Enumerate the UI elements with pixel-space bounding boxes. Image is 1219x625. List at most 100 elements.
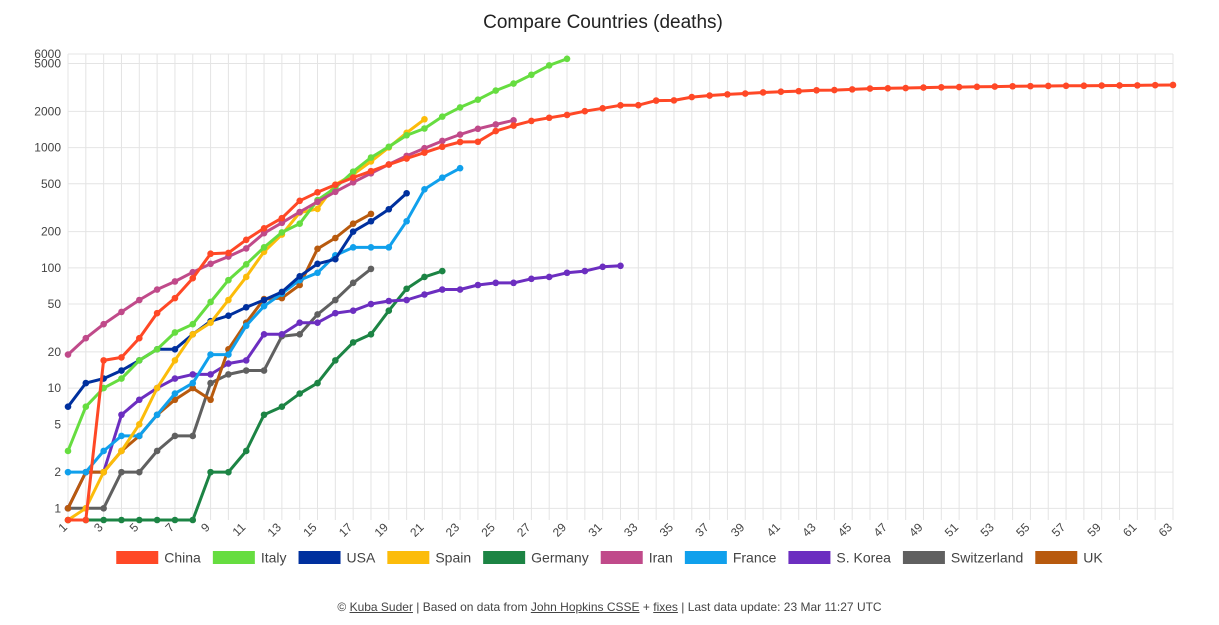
legend-item-spain[interactable]: Spain [387, 550, 471, 566]
data-point-spain[interactable] [100, 468, 107, 476]
data-point-china[interactable] [1009, 82, 1016, 90]
data-point-iran[interactable] [207, 260, 214, 268]
legend-label[interactable]: France [733, 550, 777, 566]
data-point-s-korea[interactable] [474, 281, 482, 289]
data-point-switzerland[interactable] [207, 379, 214, 387]
legend-item-switzerland[interactable]: Switzerland [902, 550, 1023, 566]
data-point-china[interactable] [385, 161, 393, 168]
data-point-s-korea[interactable] [135, 396, 143, 404]
legend[interactable]: China Italy USA Spain Germany Iran France S. Ko… [116, 550, 1103, 566]
data-point-s-korea[interactable] [421, 291, 428, 298]
data-point-germany[interactable] [135, 516, 143, 524]
data-point-china[interactable] [242, 236, 250, 244]
data-point-switzerland[interactable] [189, 432, 197, 440]
data-point-china[interactable] [189, 274, 197, 282]
data-point-switzerland[interactable] [171, 432, 179, 440]
data-point-italy[interactable] [171, 329, 179, 336]
data-point-china[interactable] [403, 155, 410, 162]
data-point-china[interactable] [617, 101, 624, 109]
legend-label[interactable]: China [164, 550, 201, 566]
data-point-italy[interactable] [456, 104, 464, 111]
data-point-s-korea[interactable] [118, 411, 125, 419]
data-point-italy[interactable] [349, 168, 357, 175]
data-point-china[interactable] [706, 92, 713, 99]
data-point-china[interactable] [741, 90, 749, 97]
legend-item-france[interactable]: France [684, 550, 777, 566]
data-point-switzerland[interactable] [153, 447, 161, 455]
data-point-italy[interactable] [528, 71, 535, 79]
data-point-iran[interactable] [492, 121, 500, 128]
data-point-s-korea[interactable] [492, 279, 500, 287]
data-point-germany[interactable] [207, 468, 214, 476]
data-point-usa[interactable] [82, 379, 90, 387]
data-point-switzerland[interactable] [260, 367, 268, 374]
legend-item-iran[interactable]: Iran [600, 550, 673, 566]
data-point-italy[interactable] [278, 229, 286, 236]
data-point-italy[interactable] [367, 154, 375, 161]
data-point-usa[interactable] [296, 273, 303, 280]
data-point-italy[interactable] [545, 62, 553, 69]
data-point-s-korea[interactable] [617, 262, 624, 270]
legend-label[interactable]: Spain [435, 550, 471, 566]
legend-label[interactable]: UK [1083, 550, 1103, 566]
legend-swatch[interactable] [387, 551, 430, 564]
data-point-china[interactable] [135, 334, 143, 342]
data-point-iran[interactable] [456, 131, 464, 138]
data-point-germany[interactable] [118, 516, 125, 524]
data-point-china[interactable] [973, 83, 981, 91]
data-point-s-korea[interactable] [189, 371, 197, 378]
data-point-s-korea[interactable] [510, 279, 517, 287]
data-point-germany[interactable] [225, 468, 232, 476]
data-point-china[interactable] [884, 84, 892, 92]
data-point-italy[interactable] [438, 113, 446, 120]
data-point-italy[interactable] [296, 220, 303, 227]
data-point-china[interactable] [1044, 82, 1052, 90]
data-point-switzerland[interactable] [314, 311, 321, 318]
legend-item-china[interactable]: China [116, 550, 201, 566]
legend-swatch[interactable] [684, 551, 727, 564]
data-point-iran[interactable] [474, 125, 482, 133]
data-point-germany[interactable] [403, 285, 410, 293]
legend-item-uk[interactable]: UK [1035, 550, 1103, 566]
legend-item-germany[interactable]: Germany [483, 550, 589, 566]
data-point-france[interactable] [153, 411, 161, 419]
data-point-spain[interactable] [189, 331, 197, 338]
data-point-germany[interactable] [242, 447, 250, 455]
data-point-china[interactable] [64, 516, 72, 524]
data-point-iran[interactable] [349, 179, 357, 186]
data-point-switzerland[interactable] [135, 468, 143, 476]
data-point-italy[interactable] [82, 403, 90, 411]
data-point-s-korea[interactable] [599, 263, 606, 271]
data-point-s-korea[interactable] [563, 269, 571, 277]
data-point-s-korea[interactable] [314, 319, 321, 326]
data-point-china[interactable] [1169, 81, 1177, 89]
data-point-germany[interactable] [153, 516, 161, 524]
data-point-iran[interactable] [314, 198, 321, 206]
data-point-italy[interactable] [403, 131, 410, 139]
data-point-germany[interactable] [349, 339, 357, 346]
data-point-uk[interactable] [349, 220, 357, 227]
data-point-uk[interactable] [367, 210, 375, 218]
data-point-italy[interactable] [563, 55, 571, 63]
data-point-s-korea[interactable] [278, 331, 286, 338]
data-point-germany[interactable] [171, 516, 179, 524]
data-point-france[interactable] [456, 164, 464, 172]
data-point-iran[interactable] [278, 219, 286, 227]
data-point-italy[interactable] [510, 80, 517, 87]
data-point-switzerland[interactable] [332, 296, 339, 304]
data-point-china[interactable] [724, 91, 731, 98]
data-point-iran[interactable] [64, 351, 72, 358]
legend-swatch[interactable] [483, 551, 526, 564]
data-point-uk[interactable] [332, 234, 339, 242]
data-point-china[interactable] [688, 93, 696, 101]
data-point-usa[interactable] [314, 260, 321, 268]
data-point-france[interactable] [367, 244, 375, 251]
data-point-s-korea[interactable] [296, 319, 303, 326]
legend-swatch[interactable] [298, 551, 341, 564]
data-point-china[interactable] [920, 84, 927, 91]
data-point-china[interactable] [118, 354, 125, 361]
data-point-iran[interactable] [82, 334, 90, 342]
data-point-france[interactable] [225, 351, 232, 358]
data-point-china[interactable] [813, 86, 820, 94]
data-point-china[interactable] [171, 294, 179, 302]
